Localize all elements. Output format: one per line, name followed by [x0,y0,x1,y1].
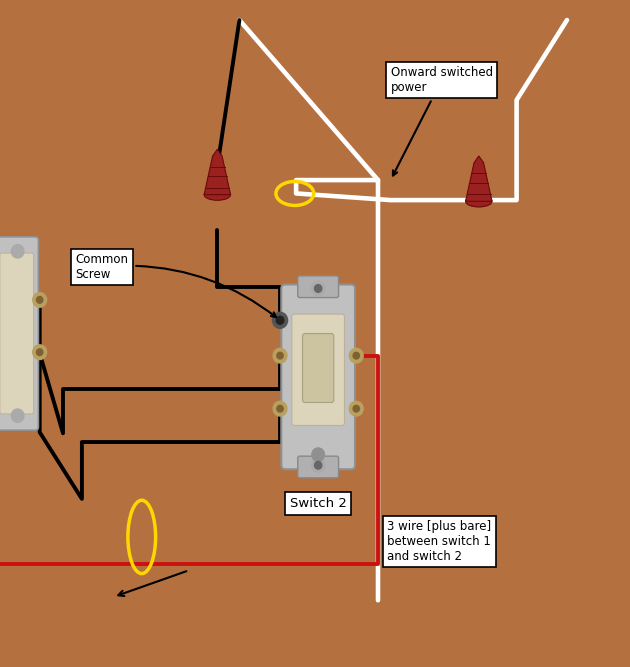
Text: Common
Screw: Common Screw [76,253,276,317]
Circle shape [273,348,287,363]
Circle shape [11,409,24,422]
Circle shape [37,349,43,356]
Circle shape [273,312,287,328]
FancyBboxPatch shape [298,456,338,478]
Text: Onward switched
power: Onward switched power [391,66,493,175]
Text: Switch 2: Switch 2 [290,497,346,510]
Circle shape [33,293,47,307]
Circle shape [314,462,322,469]
Circle shape [277,352,284,359]
Circle shape [311,458,325,472]
Circle shape [277,406,284,412]
Circle shape [277,316,284,324]
Ellipse shape [204,189,231,200]
Circle shape [314,285,322,292]
Circle shape [37,297,43,303]
Polygon shape [466,156,492,201]
FancyBboxPatch shape [0,253,33,414]
Circle shape [353,406,359,412]
Circle shape [11,245,24,258]
Circle shape [353,352,359,359]
Polygon shape [204,149,231,195]
Ellipse shape [466,195,492,207]
FancyBboxPatch shape [281,284,355,470]
Circle shape [312,448,324,462]
FancyBboxPatch shape [298,276,338,297]
Circle shape [273,402,287,416]
Circle shape [349,348,363,363]
FancyBboxPatch shape [302,334,334,402]
Circle shape [349,402,363,416]
Circle shape [33,345,47,360]
FancyBboxPatch shape [0,237,38,430]
FancyBboxPatch shape [292,314,345,426]
Text: 3 wire [plus bare]
between switch 1
and switch 2: 3 wire [plus bare] between switch 1 and … [387,520,491,563]
Circle shape [311,281,325,295]
